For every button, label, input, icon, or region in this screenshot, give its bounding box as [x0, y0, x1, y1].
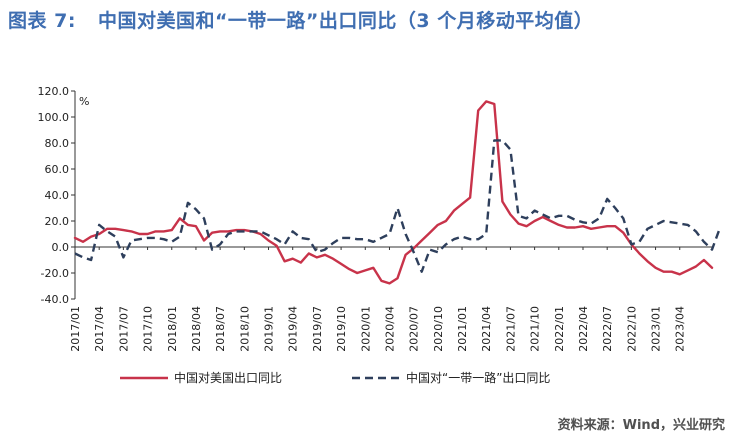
- x-tick-label: 2020/01: [359, 306, 372, 352]
- x-tick-label: 2021/10: [529, 306, 542, 352]
- legend-label-1: 中国对“一带一路”出口同比: [406, 370, 550, 385]
- figure-label: 图表 7:: [8, 10, 76, 32]
- y-tick-label: 60.0: [45, 163, 70, 176]
- x-tick-label: 2018/01: [166, 306, 179, 352]
- x-tick-label: 2019/10: [335, 306, 348, 352]
- x-tick-label: 2018/10: [238, 306, 251, 352]
- x-tick-label: 2021/01: [456, 306, 469, 352]
- x-tick-label: 2023/04: [674, 306, 687, 352]
- series-line-1: [74, 139, 722, 273]
- y-tick-label: 120.0: [38, 85, 70, 98]
- legend-label-0: 中国对美国出口同比: [174, 370, 282, 385]
- y-tick-label: 0.0: [52, 241, 70, 254]
- x-tick-label: 2017/10: [142, 306, 155, 352]
- source-note: 资料来源：Wind，兴业研究: [557, 418, 725, 433]
- x-axis-ticks: 2017/01 2017/04 2017/07 2017/10 2018/01 2018/…: [69, 247, 687, 352]
- y-tick-label: 80.0: [45, 137, 70, 150]
- x-tick-label: 2022/10: [625, 306, 638, 352]
- x-tick-label: 2017/04: [93, 306, 106, 352]
- y-tick-label: -20.0: [41, 267, 69, 280]
- x-tick-label: 2017/07: [117, 306, 130, 352]
- x-tick-label: 2019/01: [263, 306, 276, 352]
- x-tick-label: 2021/07: [504, 306, 517, 352]
- x-tick-label: 2019/04: [287, 306, 300, 352]
- y-axis-ticks: 120.0 100.0 80.0 60.0 40.0 20.0 0.0 -20.0 -40.0%: [38, 85, 90, 306]
- x-tick-label: 2022/07: [601, 306, 614, 352]
- y-tick-label: 20.0: [45, 215, 70, 228]
- x-tick-label: 2022/04: [577, 306, 590, 352]
- x-tick-label: 2019/07: [311, 306, 324, 352]
- y-tick-label: 100.0: [38, 111, 70, 124]
- y-tick-label: 40.0: [45, 189, 70, 202]
- x-tick-label: 2020/10: [432, 306, 445, 352]
- x-tick-label: 2022/01: [553, 306, 566, 352]
- x-tick-label: 2020/07: [408, 306, 421, 352]
- chart-axes: [74, 91, 712, 299]
- series-line-0: [73, 100, 714, 285]
- x-tick-label: 2018/04: [190, 306, 203, 352]
- x-tick-label: 2018/07: [214, 306, 227, 352]
- y-tick-label: -40.0: [41, 293, 69, 306]
- figure-caption: 中国对美国和“一带一路”出口同比（3 个月移动平均值）: [97, 10, 594, 32]
- legend: 中国对美国出口同比 中国对“一带一路”出口同比: [120, 370, 550, 385]
- series-lines: [73, 100, 722, 285]
- x-tick-label: 2021/04: [480, 306, 493, 352]
- figure-title: 图表 7: 中国对美国和“一带一路”出口同比（3 个月移动平均值）: [8, 6, 593, 33]
- x-tick-label: 2017/01: [69, 306, 82, 352]
- x-tick-label: 2020/04: [383, 306, 396, 352]
- x-tick-label: 2023/01: [650, 306, 663, 352]
- y-axis-unit: %: [79, 95, 89, 108]
